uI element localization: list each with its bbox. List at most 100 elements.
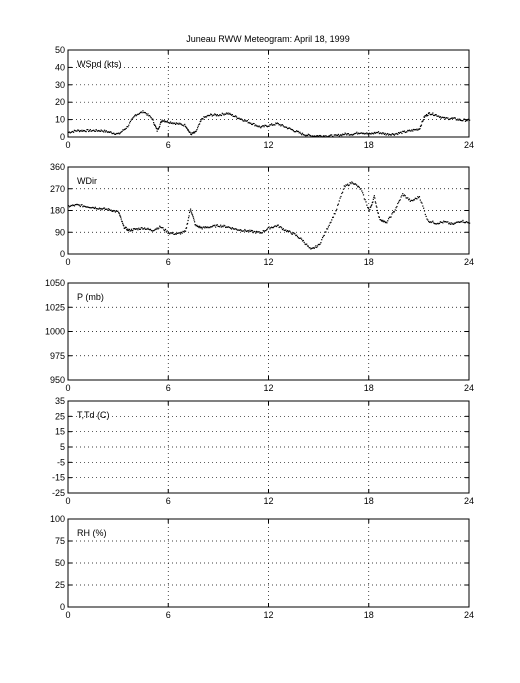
data-point: [235, 228, 238, 230]
data-point: [90, 207, 92, 209]
data-point: [280, 125, 282, 127]
data-point: [229, 112, 231, 114]
y-tick-label: 25: [55, 580, 65, 590]
data-point: [348, 134, 350, 136]
data-point: [125, 226, 127, 229]
data-point: [235, 116, 238, 118]
data-point: [362, 194, 365, 196]
data-point: [103, 207, 105, 209]
data-point: [196, 129, 198, 131]
data-point: [372, 198, 374, 200]
data-point: [399, 131, 401, 134]
data-point: [335, 134, 337, 136]
data-point: [184, 230, 186, 232]
data-point: [102, 207, 104, 210]
data-point: [372, 133, 375, 135]
data-point: [454, 117, 456, 119]
data-point: [167, 232, 169, 234]
data-point: [307, 245, 309, 247]
data-point: [164, 121, 166, 123]
data-point: [137, 229, 139, 231]
data-point: [221, 225, 223, 227]
data-point: [260, 232, 262, 234]
data-point: [140, 111, 142, 113]
data-point: [108, 209, 111, 211]
data-point: [434, 114, 436, 116]
data-point: [387, 134, 390, 136]
data-point: [236, 117, 238, 119]
data-point: [176, 232, 178, 235]
data-point: [399, 199, 401, 201]
data-point: [291, 233, 294, 235]
data-point: [265, 124, 267, 127]
data-point: [316, 135, 319, 137]
data-point: [387, 220, 389, 222]
data-point: [427, 114, 429, 116]
data-point: [192, 217, 195, 219]
x-tick-label: 12: [263, 496, 273, 506]
data-point: [414, 128, 416, 131]
data-point: [153, 229, 155, 232]
data-point: [249, 229, 251, 231]
data-point: [210, 113, 213, 116]
data-point: [401, 194, 403, 197]
y-tick-label: 50: [55, 45, 65, 55]
data-point: [366, 132, 368, 134]
data-point: [250, 230, 252, 233]
data-point: [243, 120, 245, 122]
data-point: [392, 211, 395, 213]
data-point: [177, 122, 179, 124]
data-point: [244, 228, 246, 231]
data-point: [200, 120, 202, 122]
data-point: [256, 231, 259, 233]
data-point: [316, 135, 318, 137]
data-point: [159, 225, 161, 227]
data-point: [168, 232, 170, 234]
data-point: [309, 134, 311, 137]
data-point: [411, 199, 413, 201]
data-point: [417, 196, 419, 198]
data-point: [135, 115, 137, 117]
data-point: [409, 200, 411, 202]
data-point: [171, 232, 173, 235]
data-point: [91, 207, 93, 209]
data-point: [291, 128, 293, 131]
data-point: [131, 230, 133, 232]
data-point: [301, 132, 304, 134]
data-point: [317, 135, 319, 138]
data-point: [228, 113, 230, 115]
data-point: [241, 230, 243, 232]
data-point: [401, 132, 403, 135]
data-point: [68, 206, 71, 208]
data-point: [247, 122, 249, 124]
data-point: [225, 113, 227, 115]
data-point: [342, 188, 345, 190]
data-point: [214, 113, 216, 115]
data-point: [105, 130, 107, 132]
data-point: [255, 230, 258, 233]
data-point: [292, 129, 294, 132]
data-point: [442, 222, 444, 224]
data-point: [455, 119, 457, 121]
data-point: [113, 133, 116, 135]
x-tick-label: 0: [65, 610, 70, 620]
data-point: [319, 243, 321, 245]
data-point: [278, 226, 280, 229]
panel-label: WDir: [77, 176, 97, 186]
data-point: [274, 124, 276, 126]
data-point: [158, 126, 160, 128]
data-point: [427, 219, 429, 221]
data-point: [323, 135, 325, 137]
data-point: [285, 229, 287, 231]
data-point: [110, 209, 112, 211]
data-point: [156, 130, 158, 132]
data-point: [316, 245, 319, 247]
data-point: [413, 129, 416, 131]
data-point: [215, 226, 217, 228]
data-point: [151, 230, 153, 232]
x-tick-label: 24: [464, 257, 474, 267]
y-tick-label: 0: [60, 132, 65, 142]
data-point: [430, 114, 432, 116]
data-point: [386, 133, 388, 135]
data-point: [318, 243, 320, 246]
